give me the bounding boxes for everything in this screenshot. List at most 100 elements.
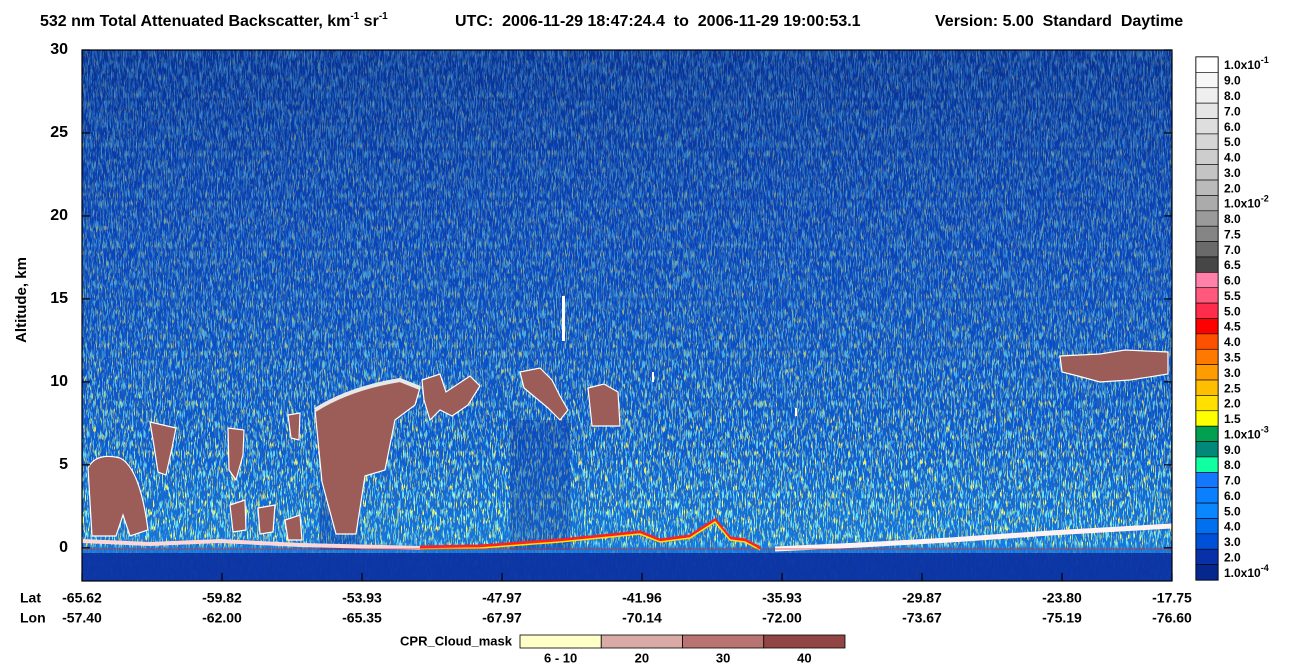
colorbar-label: 9.0 — [1224, 443, 1241, 457]
colorbar-cell — [1195, 395, 1219, 412]
colorbar-label-text: 9.0 — [1224, 74, 1241, 88]
colorbar-label-text: 2.0 — [1224, 551, 1241, 565]
y-tick-label: 5 — [59, 456, 68, 473]
y-tick-label: 10 — [50, 373, 68, 390]
cpr-legend-label: 6 - 10 — [544, 650, 577, 665]
colorbar-label-text: 8.0 — [1224, 89, 1241, 103]
y-tick-label: 20 — [50, 207, 68, 224]
colorbar-label: 4.0 — [1224, 151, 1241, 165]
x-tick-label: -17.75 — [1152, 590, 1192, 606]
colorbar-cell — [1195, 210, 1219, 227]
colorbar-cell — [1195, 333, 1219, 350]
colorbar-label-text: 1.0x10 — [1224, 428, 1261, 442]
cpr-legend-label: 40 — [797, 650, 811, 665]
colorbar-label: 4.0 — [1224, 520, 1241, 534]
colorbar-label: 5.5 — [1224, 289, 1241, 303]
cpr-legend-title: CPR_Cloud_mask — [400, 633, 513, 648]
colorbar-label: 4.0 — [1224, 335, 1241, 349]
colorbar-label-text: 3.0 — [1224, 166, 1241, 180]
title-text: 532 nm Total Attenuated Backscatter, km — [40, 13, 350, 30]
colorbar-label: 3.5 — [1224, 351, 1241, 365]
colorbar-label-text: 6.0 — [1224, 274, 1241, 288]
colorbar-label: 8.0 — [1224, 212, 1241, 226]
colorbar-label: 2.0 — [1224, 551, 1241, 565]
x-tick-label: -75.19 — [1042, 610, 1082, 626]
colorbar-label: 4.5 — [1224, 320, 1241, 334]
colorbar-label-text: 4.0 — [1224, 335, 1241, 349]
colorbar-label: 8.0 — [1224, 89, 1241, 103]
colorbar-cell — [1195, 164, 1219, 181]
time-range: UTC: 2006-11-29 18:47:24.4 to 2006-11-29… — [455, 13, 861, 30]
cpr-legend-swatch — [682, 634, 765, 649]
colorbar-label: 8.0 — [1224, 458, 1241, 472]
colorbar-label-text: 5.0 — [1224, 504, 1241, 518]
title-text: sr — [359, 13, 379, 30]
x-tick-label: -65.62 — [62, 590, 102, 606]
colorbar-label-text: 5.5 — [1224, 289, 1241, 303]
colorbar-label-text: 1.0x10 — [1224, 58, 1261, 72]
y-tick-label: 15 — [50, 290, 68, 307]
colorbar-label-text: 2.0 — [1224, 397, 1241, 411]
colorbar-cell — [1195, 87, 1219, 104]
colorbar-cell — [1195, 133, 1219, 150]
colorbar-label-text: 7.0 — [1224, 474, 1241, 488]
colorbar-cell — [1195, 533, 1219, 550]
colorbar-label: 5.0 — [1224, 305, 1241, 319]
colorbar-cell — [1195, 102, 1219, 119]
x-tick-label: -65.35 — [342, 610, 382, 626]
colorbar-label-text: 5.0 — [1224, 135, 1241, 149]
colorbar-cell — [1195, 487, 1219, 504]
cpr-legend-label: 20 — [635, 650, 649, 665]
colorbar-label: 3.0 — [1224, 366, 1241, 380]
colorbar-label: 2.5 — [1224, 381, 1241, 395]
x-tick-label: -59.82 — [202, 590, 242, 606]
colorbar-label-text: 6.5 — [1224, 258, 1241, 272]
colorbar-label-exponent: -1 — [1261, 56, 1269, 66]
colorbar-label-text: 1.0x10 — [1224, 566, 1261, 580]
cpr-legend-swatch — [763, 634, 846, 649]
colorbar-cell — [1195, 518, 1219, 535]
colorbar-label: 6.0 — [1224, 274, 1241, 288]
cpr-legend-swatch — [519, 634, 602, 649]
colorbar-label: 6.0 — [1224, 489, 1241, 503]
x-tick-label: -76.60 — [1152, 610, 1192, 626]
x-tick-label: -62.00 — [202, 610, 242, 626]
chart-title: 532 nm Total Attenuated Backscatter, km-… — [40, 11, 388, 31]
cpr-legend-swatch — [600, 634, 683, 649]
colorbar-label-text: 4.0 — [1224, 151, 1241, 165]
colorbar-cell — [1195, 410, 1219, 427]
colorbar-label-text: 7.0 — [1224, 105, 1241, 119]
colorbar-label-exponent: -4 — [1261, 563, 1269, 573]
x-tick-label: -23.80 — [1042, 590, 1082, 606]
colorbar-cell — [1195, 379, 1219, 396]
colorbar-label-text: 2.5 — [1224, 381, 1241, 395]
colorbar-label-text: 6.0 — [1224, 489, 1241, 503]
x-tick-label: -72.00 — [762, 610, 802, 626]
colorbar-label-text: 5.0 — [1224, 305, 1241, 319]
colorbar-label-text: 3.5 — [1224, 351, 1241, 365]
colorbar-cell — [1195, 564, 1219, 581]
colorbar-label: 1.0x10-4 — [1224, 563, 1269, 580]
x-tick-label: -41.96 — [622, 590, 662, 606]
colorbar-label-text: 2.0 — [1224, 181, 1241, 195]
colorbar-label: 7.5 — [1224, 228, 1241, 242]
colorbar-label-text: 4.5 — [1224, 320, 1241, 334]
colorbar-label: 5.0 — [1224, 504, 1241, 518]
colorbar-cell — [1195, 72, 1219, 89]
colorbar-cell — [1195, 148, 1219, 165]
x-row-name: Lat — [20, 590, 41, 606]
colorbar-cell — [1195, 441, 1219, 458]
colorbar-cell — [1195, 118, 1219, 135]
y-tick-label: 30 — [50, 41, 68, 58]
y-axis-label: Altitude, km — [13, 257, 30, 343]
colorbar-label: 6.5 — [1224, 258, 1241, 272]
x-tick-label: -53.93 — [342, 590, 382, 606]
colorbar-cell — [1195, 472, 1219, 489]
x-tick-label: -70.14 — [622, 610, 662, 626]
colorbar-label-exponent: -3 — [1261, 425, 1269, 435]
colorbar-cell — [1195, 364, 1219, 381]
colorbar-label: 7.0 — [1224, 243, 1241, 257]
colorbar-label-text: 3.0 — [1224, 366, 1241, 380]
y-tick-label: 25 — [50, 124, 68, 141]
